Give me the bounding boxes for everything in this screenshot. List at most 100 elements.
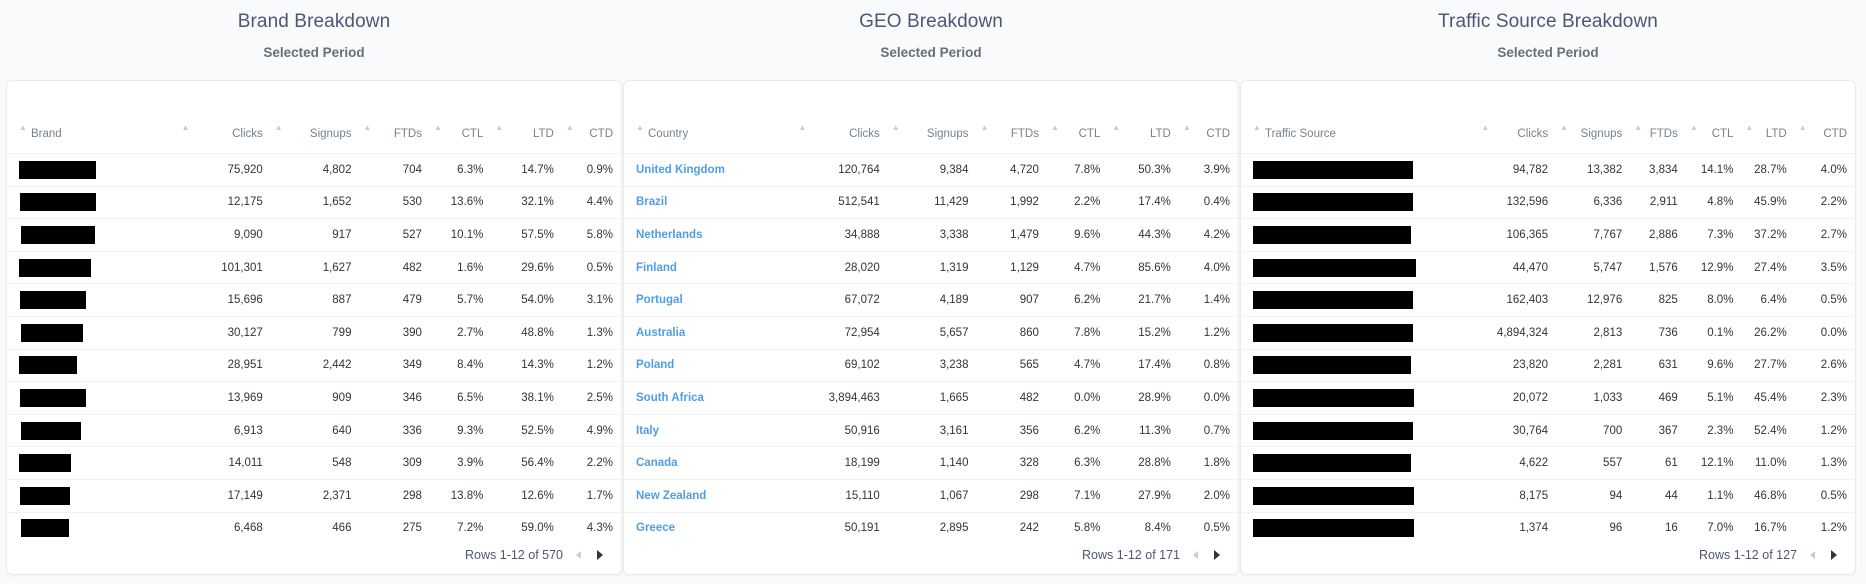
pagination: Rows 1-12 of 570: [465, 548, 607, 562]
value-cell: 298: [359, 479, 430, 513]
value-cell: 59.0%: [521, 522, 554, 535]
value-cell: 26.2%: [1741, 316, 1795, 350]
value-cell: 328: [976, 446, 1047, 480]
table-card: ▲ Brand ▲ Clicks ▲ Signups ▲ FTDs ▲ CTL ▲ LTD ▲ CTD 75…: [6, 80, 622, 575]
column-header-ltd[interactable]: ▲ LTD: [1741, 115, 1795, 154]
value-cell: 4,622: [1477, 446, 1557, 480]
country-link[interactable]: New Zealand: [636, 489, 707, 502]
value-cell: 13.6%: [429, 186, 492, 220]
column-header-ftds[interactable]: ▲ FTDs: [976, 115, 1047, 154]
chevron-left-icon[interactable]: [571, 548, 585, 562]
column-header-ctl[interactable]: ▲ CTL: [429, 115, 492, 154]
value-cell: 1,129: [976, 251, 1047, 285]
value-cell: 9,384: [887, 153, 977, 187]
value-cell: 0.0%: [1178, 381, 1238, 415]
country-link[interactable]: Italy: [636, 424, 660, 437]
redacted-label: [20, 486, 70, 505]
country-link[interactable]: Portugal: [636, 294, 683, 307]
table-row: 23,820 2,281 631 9.6% 27.7% 2.6%: [1241, 349, 1855, 383]
column-header-label: Signups: [926, 128, 969, 140]
chevron-right-icon[interactable]: [593, 548, 607, 562]
value-cell: 28.8%: [1108, 446, 1179, 480]
country-link[interactable]: Greece: [636, 522, 676, 535]
column-header-label: Signups: [1580, 128, 1623, 140]
row-label-cell: [7, 479, 178, 513]
value-cell: 3.1%: [561, 283, 621, 317]
column-header-label: Clicks: [232, 128, 263, 140]
column-header-signups[interactable]: ▲ Signups: [887, 115, 977, 154]
row-label-cell: [1241, 316, 1478, 350]
value-cell: 704: [359, 153, 430, 187]
value-cell: 736: [1630, 316, 1686, 350]
column-header-clicks[interactable]: ▲ Clicks: [1477, 115, 1557, 154]
table-row: Portugal 67,072 4,189 907 6.2% 21.7% 1.4%: [624, 283, 1238, 317]
value-cell: 346: [359, 381, 430, 415]
country-link[interactable]: Finland: [636, 261, 677, 274]
column-header-ltd[interactable]: ▲ LTD: [491, 115, 562, 154]
value-cell: 1,665: [887, 381, 977, 415]
value-cell: 46.8%: [1741, 479, 1795, 513]
column-header-brand[interactable]: ▲ Brand: [7, 115, 178, 154]
value-cell: 5.8%: [561, 218, 621, 252]
value-cell: 6.2%: [1046, 414, 1109, 448]
value-cell: 6.3%: [1046, 446, 1109, 480]
row-label-cell: New Zealand: [624, 479, 795, 513]
row-label-cell: [1241, 381, 1478, 415]
value-cell: 6.4%: [1741, 283, 1795, 317]
column-header-signups[interactable]: ▲ Signups: [270, 115, 360, 154]
country-link[interactable]: United Kingdom: [636, 163, 725, 176]
sort-arrow-icon: ▲: [181, 123, 190, 132]
row-label-cell: [1241, 218, 1478, 252]
country-link[interactable]: Poland: [636, 359, 675, 372]
country-link[interactable]: Australia: [636, 326, 686, 339]
value-cell: 50,191: [844, 522, 880, 535]
value-cell: 28.9%: [1108, 381, 1179, 415]
sort-arrow-icon: ▲: [1050, 123, 1059, 132]
sort-arrow-icon: ▲: [1689, 123, 1698, 132]
value-cell: 11.0%: [1741, 446, 1795, 480]
value-cell: 2,911: [1630, 186, 1686, 220]
column-header-ftds[interactable]: ▲ FTDs: [1630, 115, 1686, 154]
row-label-cell: [1241, 186, 1478, 220]
column-header-label: Signups: [309, 128, 352, 140]
column-header-ctd[interactable]: ▲ CTD: [1178, 115, 1238, 154]
column-header-ctl[interactable]: ▲ CTL: [1685, 115, 1742, 154]
country-link[interactable]: South Africa: [636, 391, 704, 404]
column-header-ftds[interactable]: ▲ FTDs: [359, 115, 430, 154]
column-header-ctd[interactable]: ▲ CTD: [1794, 115, 1855, 154]
row-label-cell: [1241, 349, 1478, 383]
country-link[interactable]: Canada: [636, 457, 678, 470]
redacted-label: [21, 519, 69, 538]
column-header-label: Brand: [31, 128, 62, 140]
value-cell: 631: [1630, 349, 1686, 383]
value-cell: 4.9%: [561, 414, 621, 448]
column-header-clicks[interactable]: ▲ Clicks: [177, 115, 271, 154]
column-header-ctd[interactable]: ▲ CTD: [561, 115, 621, 154]
column-header-signups[interactable]: ▲ Signups: [1556, 115, 1631, 154]
sort-arrow-icon: ▲: [1798, 123, 1807, 132]
column-header-label: Clicks: [1517, 128, 1549, 140]
value-cell: 45.9%: [1741, 186, 1795, 220]
row-label-cell: [1241, 414, 1478, 448]
panel-subtitle: Selected Period: [263, 45, 365, 60]
column-header-ctl[interactable]: ▲ CTL: [1046, 115, 1109, 154]
value-cell: 0.4%: [1178, 186, 1238, 220]
value-cell: 2,813: [1556, 316, 1631, 350]
value-cell: 6.3%: [429, 153, 492, 187]
value-cell: 13.8%: [429, 479, 492, 513]
country-link[interactable]: Netherlands: [636, 228, 703, 241]
column-header-clicks[interactable]: ▲ Clicks: [794, 115, 888, 154]
value-cell: 917: [270, 218, 360, 252]
chevron-left-icon[interactable]: [1188, 548, 1202, 562]
redacted-label: [1253, 225, 1411, 244]
column-header-traffic-source[interactable]: ▲ Traffic Source: [1241, 115, 1478, 154]
chevron-left-icon[interactable]: [1805, 548, 1819, 562]
panel-2: Traffic Source Breakdown Selected Period ▲…: [1240, 0, 1856, 584]
country-link[interactable]: Brazil: [636, 196, 668, 209]
chevron-right-icon[interactable]: [1210, 548, 1224, 562]
value-cell: 1.2%: [1820, 522, 1847, 535]
chevron-right-icon[interactable]: [1827, 548, 1841, 562]
value-cell: 860: [976, 316, 1047, 350]
column-header-country[interactable]: ▲ Country: [624, 115, 795, 154]
column-header-ltd[interactable]: ▲ LTD: [1108, 115, 1179, 154]
